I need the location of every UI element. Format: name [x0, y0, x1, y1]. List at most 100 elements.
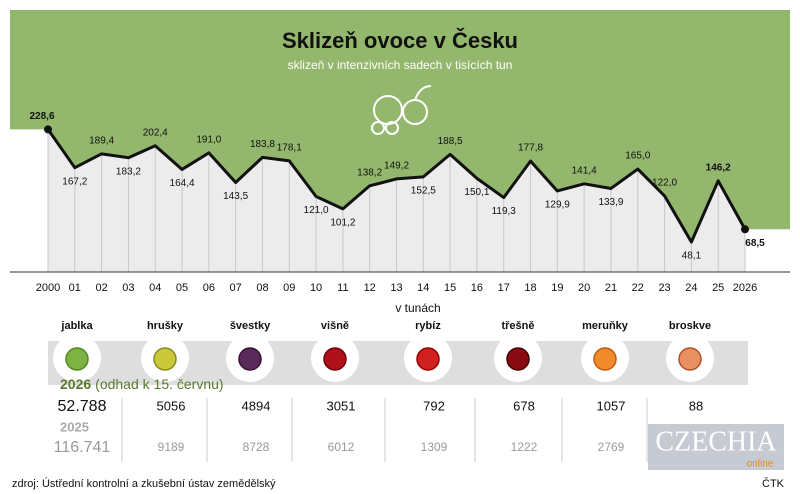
x-tick-label: 2000: [36, 282, 60, 294]
value-current: 4894: [242, 398, 271, 413]
value-label: 178,1: [277, 143, 302, 154]
value-current: 1057: [597, 398, 626, 413]
x-tick-label: 14: [417, 282, 429, 294]
fruit-icon: [153, 347, 177, 371]
value-label: 119,3: [492, 206, 517, 217]
chart-title: Sklizeň ovoce v Česku: [282, 28, 518, 53]
table-heading: v tunách: [395, 301, 440, 315]
value-previous: 116.741: [54, 439, 111, 456]
x-tick-label: 18: [524, 282, 536, 294]
x-tick-label: 2026: [733, 282, 757, 294]
fruit-name: švestky: [230, 320, 271, 332]
chart-subtitle: sklizeň v intenzivních sadech v tisících…: [288, 58, 513, 72]
x-tick-label: 08: [256, 282, 268, 294]
logo-tag: online: [747, 459, 774, 470]
value-current: 5056: [157, 398, 186, 413]
value-current: 792: [423, 398, 445, 413]
value-label: 138,2: [357, 167, 382, 178]
year-current: 2026 (odhad k 15. červnu): [60, 376, 224, 392]
point: [741, 225, 749, 234]
value-label: 191,0: [196, 134, 221, 145]
x-tick-label: 17: [498, 282, 510, 294]
fruit-icon: [416, 347, 440, 371]
value-label: 177,8: [518, 143, 543, 154]
value-label: 202,4: [143, 127, 168, 138]
x-tick-label: 03: [122, 282, 134, 294]
value-previous: 8728: [243, 440, 270, 454]
value-label: 164,4: [170, 178, 195, 189]
agency: ČTK: [762, 477, 785, 490]
x-tick-label: 02: [95, 282, 107, 294]
value-label: 150,1: [464, 187, 489, 198]
fruit-name: višně: [321, 320, 349, 332]
x-tick-label: 11: [337, 282, 348, 294]
fruit-name: třešně: [501, 320, 534, 332]
x-tick-label: 04: [149, 282, 161, 294]
value-label: 183,2: [116, 166, 141, 177]
fruit-icon: [371, 85, 432, 135]
x-tick-label: 20: [578, 282, 590, 294]
x-tick-label: 16: [471, 282, 483, 294]
x-tick-label: 10: [310, 282, 322, 294]
value-label: 68,5: [745, 238, 765, 249]
x-tick-label: 24: [685, 282, 697, 294]
x-tick-label: 13: [390, 282, 402, 294]
year: 2026: [60, 376, 91, 392]
fruit-icon: [506, 347, 530, 371]
line: [46, 128, 747, 244]
value-label: 165,0: [625, 151, 650, 162]
value-label: 188,5: [438, 136, 463, 147]
value-label: 149,2: [384, 161, 409, 172]
value-current: 88: [689, 398, 703, 413]
x-tick-label: 22: [632, 282, 644, 294]
value-current: 52.788: [58, 398, 107, 415]
value-label: 152,5: [411, 186, 436, 197]
x-tick-label: 21: [605, 282, 617, 294]
x-tick-label: 15: [444, 282, 456, 294]
x-tick-label: 23: [658, 282, 670, 294]
x-tick-label: 07: [230, 282, 242, 294]
x-tick-label: 25: [712, 282, 724, 294]
x-tick-label: 19: [551, 282, 563, 294]
value-label: 146,2: [706, 162, 731, 173]
x-tick-label: 09: [283, 282, 295, 294]
fruit-name: rybíz: [415, 320, 441, 332]
year-previous: 2025: [60, 419, 89, 434]
value-label: 48,1: [682, 251, 702, 262]
source: zdroj: Ústřední kontrolní a zkušební úst…: [12, 477, 276, 490]
fruit-name: jablka: [60, 320, 93, 332]
value-label: 101,2: [330, 218, 355, 229]
fruit-icon: [593, 347, 617, 371]
x-tick-label: 12: [364, 282, 376, 294]
value-previous: 9189: [158, 440, 185, 454]
x-tick-label: 05: [176, 282, 188, 294]
value-label: 183,8: [250, 139, 275, 150]
value-previous: 1222: [511, 440, 538, 454]
area-layer: [10, 10, 790, 273]
fruit-name: hrušky: [147, 320, 184, 332]
fruit-icon: [238, 347, 262, 371]
x-tick-label: 06: [203, 282, 215, 294]
value-previous: 2769: [598, 440, 625, 454]
year-note: (odhad k 15. červnu): [95, 376, 223, 392]
value-current: 678: [513, 398, 535, 413]
fruit-name: broskve: [669, 320, 711, 332]
value-current: 3051: [327, 398, 356, 413]
x-tick-label: 01: [69, 282, 81, 294]
fruit-icon: [65, 347, 89, 371]
value-label: 228,6: [29, 111, 54, 122]
logo-name: CZECHIA: [655, 426, 777, 457]
value-label: 141,4: [572, 165, 597, 176]
fruit-icon: [323, 347, 347, 371]
value-label: 121,0: [304, 205, 329, 216]
table-layer: jablka 52.788 116.741 hrušky 5056 9189 švestky…: [53, 320, 714, 462]
value-label: 189,4: [89, 135, 114, 146]
value-previous: 1309: [421, 440, 448, 454]
value-previous: 6012: [328, 440, 355, 454]
value-label: 143,5: [223, 191, 248, 202]
fruit-icon: [678, 347, 702, 371]
value-label: 129,9: [545, 200, 570, 211]
point: [44, 125, 52, 134]
fruit-name: meruňky: [582, 320, 629, 332]
